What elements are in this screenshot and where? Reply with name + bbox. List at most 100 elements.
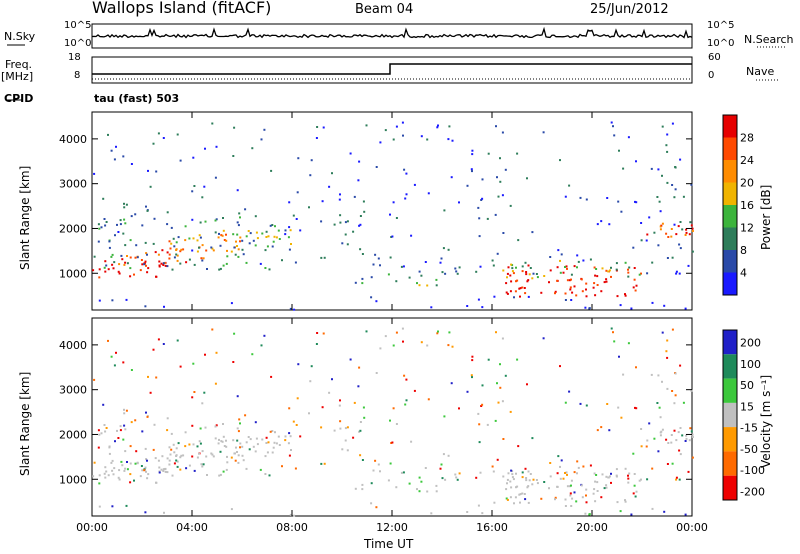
velocity-cell bbox=[478, 441, 481, 444]
velocity-cell bbox=[496, 382, 498, 385]
velocity-cell bbox=[162, 468, 165, 471]
power-cell bbox=[232, 155, 235, 157]
power-cell bbox=[238, 212, 241, 215]
power-cell bbox=[650, 167, 653, 170]
power-cell bbox=[339, 214, 342, 217]
velocity-cell bbox=[173, 451, 176, 454]
velocity-cell bbox=[297, 363, 300, 366]
power-cell bbox=[479, 265, 482, 268]
power-colorbar-frame bbox=[722, 114, 738, 296]
power-cell bbox=[618, 149, 620, 152]
power-cell bbox=[576, 254, 579, 257]
power-cell bbox=[606, 197, 609, 199]
velocity-cell bbox=[205, 455, 208, 458]
power-cell bbox=[166, 265, 169, 268]
velocity-cell bbox=[524, 467, 527, 470]
velocity-cell bbox=[518, 493, 521, 496]
power-cell bbox=[493, 295, 496, 298]
velocity-cell bbox=[681, 434, 684, 437]
velocity-cell bbox=[122, 438, 125, 441]
power-cell bbox=[519, 295, 521, 298]
velocity-cell bbox=[236, 451, 238, 453]
power-cell bbox=[588, 307, 591, 310]
power-cell bbox=[471, 149, 474, 152]
velocity-cell bbox=[605, 484, 608, 487]
velocity-cells bbox=[92, 327, 694, 517]
velocity-cell bbox=[584, 512, 587, 515]
power-cell bbox=[278, 238, 281, 240]
velocity-cell bbox=[155, 376, 158, 379]
velocity-cell bbox=[358, 366, 361, 369]
power-cell bbox=[691, 250, 694, 253]
power-cell bbox=[173, 245, 176, 248]
power-cell bbox=[666, 257, 669, 259]
velocity-cell bbox=[512, 478, 515, 481]
power-cell bbox=[569, 288, 572, 291]
velocity-cell bbox=[456, 478, 459, 481]
power-cell bbox=[103, 218, 106, 220]
velocity-cell bbox=[502, 475, 505, 478]
velocity-cell bbox=[531, 483, 534, 486]
velocity-cell bbox=[671, 390, 674, 392]
velocity-cell bbox=[444, 478, 447, 481]
power-cell bbox=[339, 193, 341, 196]
velocity-cell bbox=[673, 402, 676, 405]
velocity-cell bbox=[675, 478, 678, 481]
power-cell bbox=[610, 266, 612, 269]
power-colorbar-tick: 28 bbox=[740, 132, 754, 145]
velocity-cell bbox=[362, 406, 365, 409]
y-tick-label: 2000 bbox=[59, 428, 87, 441]
power-cell bbox=[215, 218, 218, 221]
velocity-cell bbox=[389, 462, 392, 465]
power-cell bbox=[443, 209, 446, 212]
power-cell bbox=[568, 184, 571, 187]
power-colorbar-block bbox=[723, 182, 737, 205]
velocity-cell bbox=[607, 476, 610, 479]
velocity-cell bbox=[241, 445, 244, 448]
power-cell bbox=[495, 125, 497, 128]
velocity-cell bbox=[204, 426, 207, 429]
y-tick-label: 4000 bbox=[59, 133, 87, 146]
velocity-cell bbox=[585, 404, 588, 407]
velocity-cell bbox=[632, 492, 635, 495]
velocity-cell bbox=[377, 463, 380, 466]
velocity-cell bbox=[344, 439, 347, 442]
power-cell bbox=[600, 220, 603, 223]
velocity-cell bbox=[254, 450, 257, 453]
power-cell bbox=[663, 304, 666, 307]
power-cell bbox=[225, 262, 228, 265]
power-cell bbox=[175, 249, 178, 251]
velocity-cell bbox=[651, 467, 654, 470]
y-tick-label: 3000 bbox=[59, 178, 87, 191]
velocity-cell bbox=[157, 459, 160, 462]
velocity-cell bbox=[477, 412, 480, 415]
power-cell bbox=[605, 269, 608, 272]
power-cell bbox=[123, 263, 126, 266]
velocity-cell bbox=[108, 446, 111, 449]
power-cell bbox=[169, 247, 172, 250]
power-cell bbox=[124, 222, 127, 225]
power-cell bbox=[627, 271, 630, 274]
velocity-cell bbox=[191, 455, 194, 458]
power-cell bbox=[477, 298, 480, 301]
x-tick-label: 00:00 bbox=[76, 521, 108, 534]
velocity-cell bbox=[577, 466, 580, 469]
velocity-cell bbox=[129, 445, 132, 448]
velocity-cell bbox=[576, 460, 579, 463]
power-cell bbox=[661, 222, 664, 225]
velocity-cell bbox=[237, 454, 240, 457]
power-cell bbox=[370, 276, 373, 279]
velocity-cell bbox=[689, 427, 692, 430]
velocity-cell bbox=[594, 500, 597, 503]
power-cell bbox=[375, 300, 378, 303]
velocity-cell bbox=[403, 374, 406, 377]
velocity-cell bbox=[233, 452, 236, 455]
velocity-cell bbox=[691, 433, 694, 436]
velocity-cell bbox=[404, 403, 407, 406]
velocity-cell bbox=[160, 468, 163, 471]
power-cell bbox=[616, 295, 619, 298]
velocity-cell bbox=[497, 401, 500, 404]
velocity-cell bbox=[268, 474, 271, 477]
velocity-cell bbox=[521, 492, 524, 495]
